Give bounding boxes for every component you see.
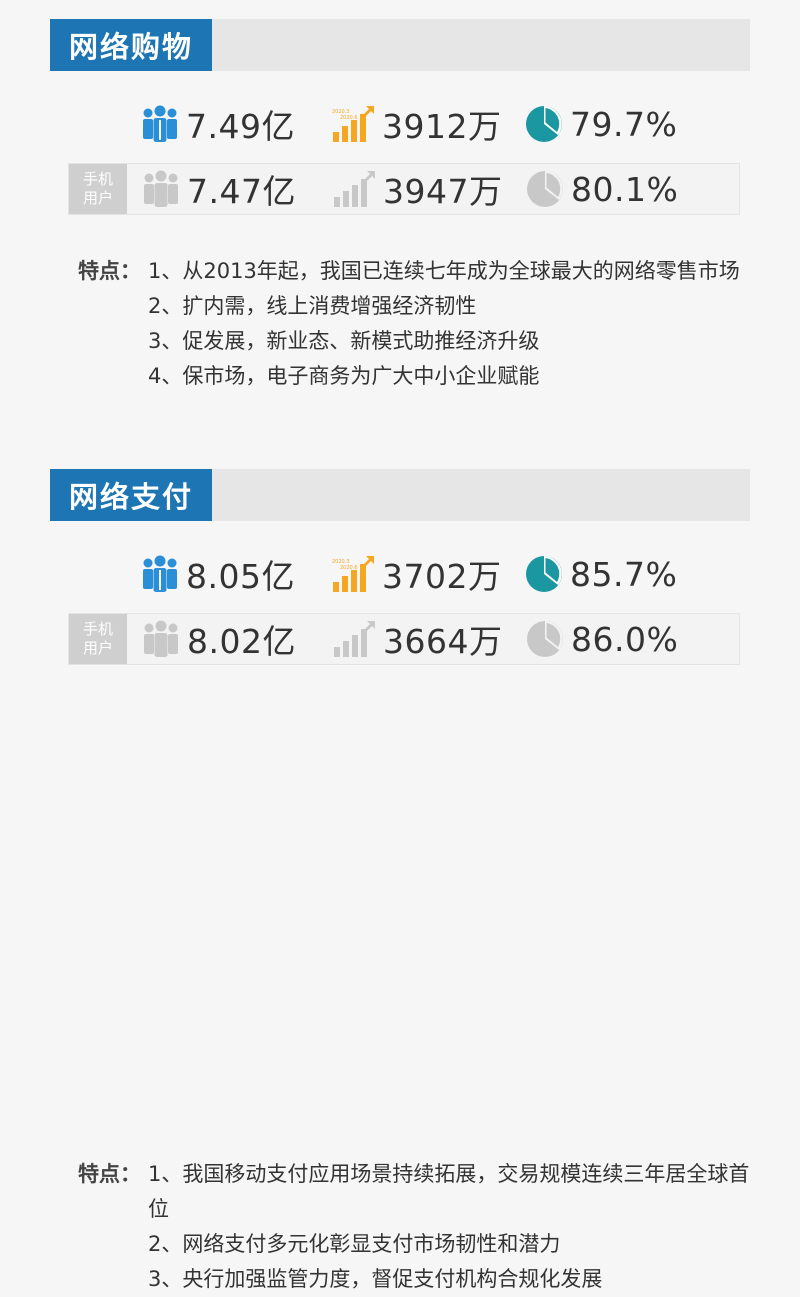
stat-growth: 2020.3 2020.6 3912万: [330, 99, 501, 149]
svg-text:2020.3: 2020.3: [332, 109, 350, 115]
mobile-users-value: 7.47亿: [187, 172, 296, 211]
pie-chart-icon: [526, 556, 562, 592]
stat-mobile-growth: 3947万: [331, 164, 502, 214]
stat-mobile-users: 8.02亿: [141, 614, 296, 664]
list-item: 1、我国移动支付应用场景持续拓展，交易规模连续三年居全球首位: [148, 1162, 750, 1221]
stat-growth: 2020.3 2020.6 3702万: [330, 549, 501, 599]
svg-text:2020.3: 2020.3: [332, 559, 350, 565]
mobile-users-label: 手机 用户: [69, 614, 127, 664]
pie-chart-icon: [527, 621, 563, 657]
growth-bar-chart-icon: 2020.3 2020.6: [332, 556, 374, 592]
section-title: 网络购物: [50, 19, 212, 71]
features-list: 1、从2013年起，我国已连续七年成为全球最大的网络零售市场 2、扩内需，线上消…: [148, 254, 758, 394]
list-item: 2、网络支付多元化彰显支付市场韧性和潜力: [148, 1232, 561, 1256]
features-list: 1、我国移动支付应用场景持续拓展，交易规模连续三年居全球首位 2、网络支付多元化…: [148, 1157, 758, 1297]
growth-value: 3702万: [382, 557, 502, 596]
growth-bar-chart-icon: [334, 171, 375, 207]
stat-rate: 85.7%: [524, 549, 677, 599]
mobile-rate-value: 80.1%: [571, 169, 679, 209]
mobile-growth-value: 3947万: [383, 172, 503, 211]
stat-mobile-growth: 3664万: [331, 614, 502, 664]
mobile-users-label: 手机 用户: [69, 164, 127, 214]
stat-row-mobile: 手机 用户 8.02亿: [68, 613, 740, 665]
svg-text:2020.6: 2020.6: [340, 115, 358, 121]
users-icon: [144, 620, 178, 657]
list-item: 3、央行加强监管力度，督促支付机构合规化发展: [148, 1267, 603, 1291]
features-label: 特点：: [78, 259, 141, 283]
stat-row-total: 8.05亿 2020.3 2020.6 3702万: [68, 549, 738, 599]
rate-value: 85.7%: [570, 554, 678, 594]
growth-value: 3912万: [382, 107, 502, 146]
users-icon: [144, 170, 178, 207]
pie-chart-icon: [526, 106, 562, 142]
users-value: 7.49亿: [186, 107, 295, 146]
growth-bar-chart-icon: 2020.3 2020.6: [332, 106, 374, 142]
stat-rate: 79.7%: [524, 99, 677, 149]
features-label: 特点：: [78, 1162, 141, 1186]
svg-text:2020.6: 2020.6: [340, 565, 358, 571]
stat-users: 7.49亿: [140, 99, 295, 149]
stat-row-total: 7.49亿 2020.3 2020.6 3912万: [68, 99, 738, 149]
list-item: 4、保市场，电子商务为广大中小企业赋能: [148, 364, 540, 388]
rate-value: 79.7%: [570, 104, 678, 144]
growth-bar-chart-icon: [334, 621, 375, 657]
users-icon: [143, 555, 177, 592]
section-title: 网络支付: [50, 469, 212, 521]
stat-row-mobile: 手机 用户 7.47亿: [68, 163, 740, 215]
stat-users: 8.05亿: [140, 549, 295, 599]
mobile-rate-value: 86.0%: [571, 619, 679, 659]
stat-mobile-rate: 86.0%: [525, 614, 678, 664]
list-item: 1、从2013年起，我国已连续七年成为全球最大的网络零售市场: [148, 259, 740, 283]
mobile-users-value: 8.02亿: [187, 622, 296, 661]
pie-chart-icon: [527, 171, 563, 207]
mobile-growth-value: 3664万: [383, 622, 503, 661]
list-item: 2、扩内需，线上消费增强经济韧性: [148, 294, 477, 318]
stat-mobile-users: 7.47亿: [141, 164, 296, 214]
users-value: 8.05亿: [186, 557, 295, 596]
users-icon: [143, 105, 177, 142]
list-item: 3、促发展，新业态、新模式助推经济升级: [148, 329, 540, 353]
stat-mobile-rate: 80.1%: [525, 164, 678, 214]
